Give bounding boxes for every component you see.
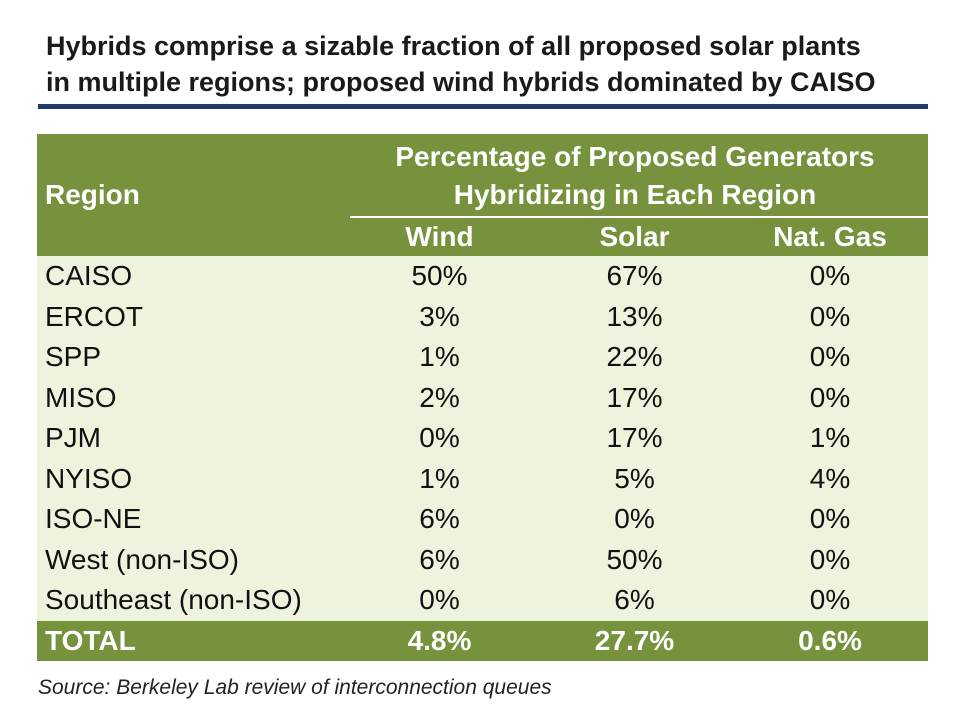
region-cell: NYISO — [37, 458, 342, 499]
solar-cell: 13% — [537, 296, 732, 337]
wind-cell: 6% — [342, 539, 537, 580]
gas-cell: 0% — [732, 337, 929, 378]
solar-cell: 50% — [537, 539, 732, 580]
title-divider — [38, 104, 928, 109]
wind-cell: 2% — [342, 377, 537, 418]
wind-cell: 0% — [342, 580, 537, 621]
column-header-solar: Solar — [537, 218, 732, 256]
group-header: Percentage of Proposed Generators Hybrid… — [342, 134, 929, 218]
region-cell: West (non-ISO) — [37, 539, 342, 580]
table-row: CAISO 50% 67% 0% — [37, 256, 929, 297]
wind-cell: 50% — [342, 256, 537, 297]
group-header-line-2: Hybridizing in Each Region — [453, 179, 817, 210]
wind-cell: 0% — [342, 418, 537, 459]
table-row: ISO-NE 6% 0% 0% — [37, 499, 929, 540]
region-cell: ERCOT — [37, 296, 342, 337]
gas-cell: 0% — [732, 296, 929, 337]
region-cell: ISO-NE — [37, 499, 342, 540]
wind-cell: 1% — [342, 458, 537, 499]
table-row: PJM 0% 17% 1% — [37, 418, 929, 459]
wind-cell: 6% — [342, 499, 537, 540]
solar-cell: 6% — [537, 580, 732, 621]
group-header-underline — [350, 216, 929, 218]
total-row: TOTAL 4.8% 27.7% 0.6% — [37, 620, 929, 661]
solar-cell: 17% — [537, 377, 732, 418]
solar-cell: 67% — [537, 256, 732, 297]
gas-cell: 0% — [732, 580, 929, 621]
table-row: West (non-ISO) 6% 50% 0% — [37, 539, 929, 580]
total-label: TOTAL — [37, 620, 342, 661]
table-row: MISO 2% 17% 0% — [37, 377, 929, 418]
page-title: Hybrids comprise a sizable fraction of a… — [46, 28, 936, 100]
table-row: Southeast (non-ISO) 0% 6% 0% — [37, 580, 929, 621]
total-solar-cell: 27.7% — [537, 620, 732, 661]
wind-cell: 1% — [342, 337, 537, 378]
group-header-line-1: Percentage of Proposed Generators — [395, 141, 875, 172]
region-column-header: Region — [37, 134, 342, 256]
title-line-2: in multiple regions; proposed wind hybri… — [46, 67, 876, 97]
table-row: ERCOT 3% 13% 0% — [37, 296, 929, 337]
total-wind-cell: 4.8% — [342, 620, 537, 661]
gas-cell: 4% — [732, 458, 929, 499]
title-line-1: Hybrids comprise a sizable fraction of a… — [46, 31, 861, 61]
wind-cell: 3% — [342, 296, 537, 337]
data-table: Region Percentage of Proposed Generators… — [37, 134, 929, 661]
hybrid-percentage-table: Region Percentage of Proposed Generators… — [37, 134, 929, 661]
solar-cell: 22% — [537, 337, 732, 378]
column-header-nat-gas: Nat. Gas — [732, 218, 929, 256]
gas-cell: 0% — [732, 377, 929, 418]
source-note: Source: Berkeley Lab review of interconn… — [38, 676, 552, 699]
gas-cell: 0% — [732, 499, 929, 540]
table-row: NYISO 1% 5% 4% — [37, 458, 929, 499]
gas-cell: 0% — [732, 256, 929, 297]
column-header-wind: Wind — [342, 218, 537, 256]
gas-cell: 0% — [732, 539, 929, 580]
region-cell: MISO — [37, 377, 342, 418]
gas-cell: 1% — [732, 418, 929, 459]
solar-cell: 0% — [537, 499, 732, 540]
region-cell: PJM — [37, 418, 342, 459]
region-cell: CAISO — [37, 256, 342, 297]
solar-cell: 17% — [537, 418, 732, 459]
region-cell: SPP — [37, 337, 342, 378]
solar-cell: 5% — [537, 458, 732, 499]
total-gas-cell: 0.6% — [732, 620, 929, 661]
table-row: SPP 1% 22% 0% — [37, 337, 929, 378]
region-cell: Southeast (non-ISO) — [37, 580, 342, 621]
